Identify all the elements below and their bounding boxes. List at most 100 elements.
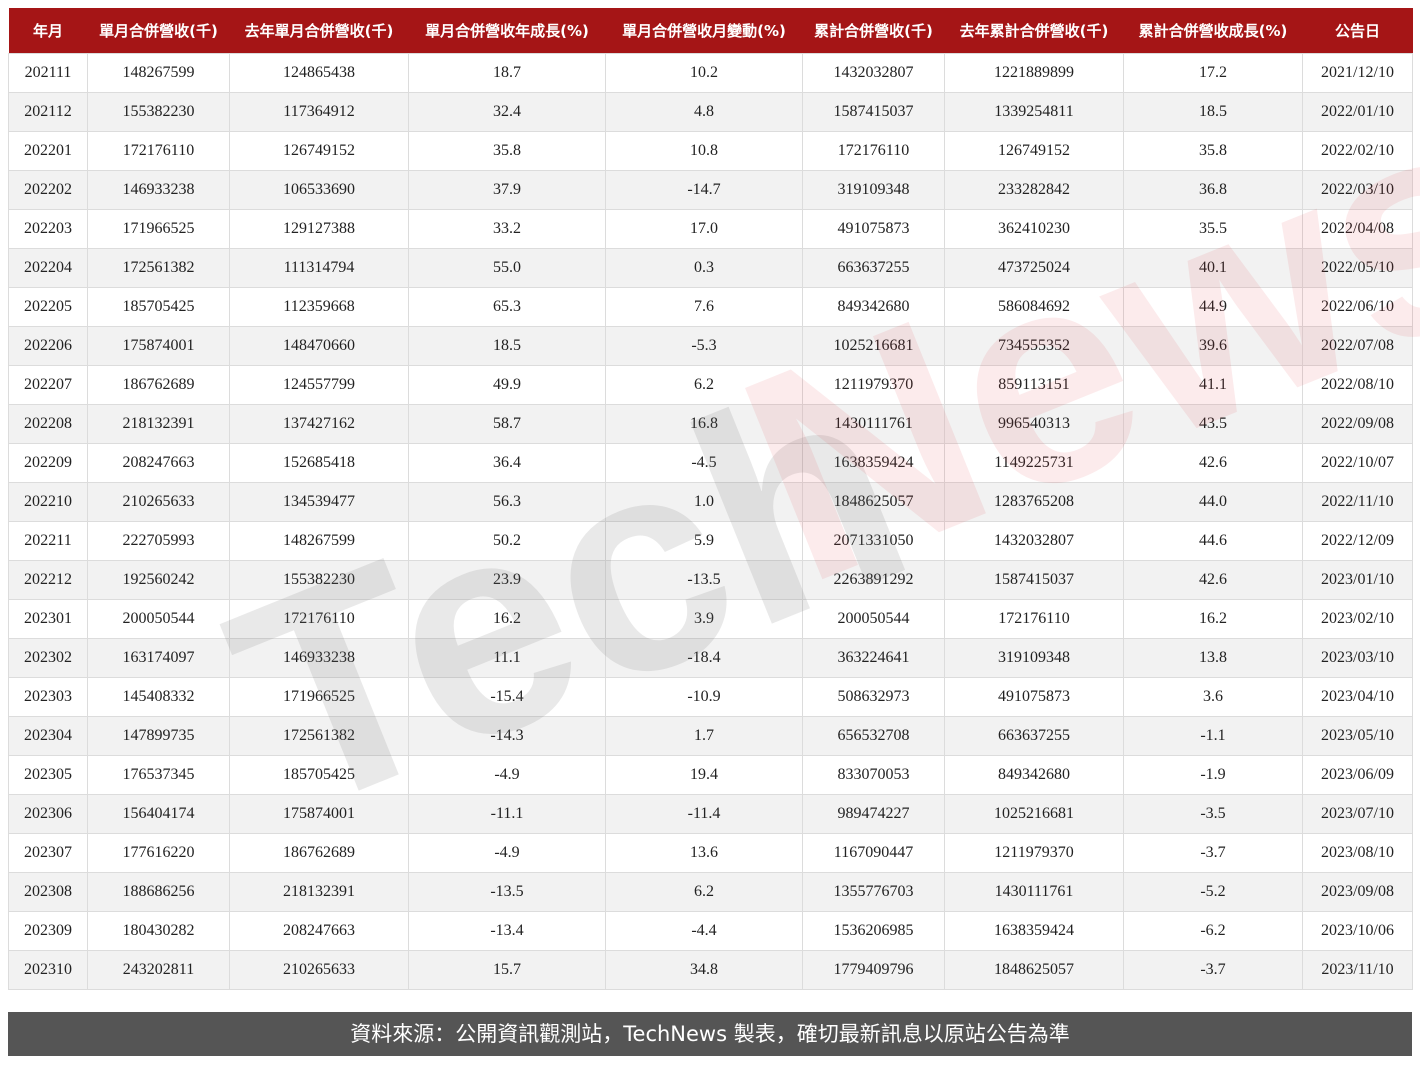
table-cell: -4.5 <box>605 443 803 483</box>
table-cell: 1779409796 <box>802 950 945 990</box>
column-header: 累計合併營收成長(%) <box>1123 8 1303 54</box>
table-cell: 35.8 <box>1123 131 1303 171</box>
table-cell: 50.2 <box>408 521 606 561</box>
table-cell: 202209 <box>8 443 88 483</box>
table-cell: 2022/11/10 <box>1302 482 1413 522</box>
table-cell: -1.1 <box>1123 716 1303 756</box>
table-cell: 13.6 <box>605 833 803 873</box>
table-cell: 849342680 <box>802 287 945 327</box>
table-cell: 155382230 <box>87 92 230 132</box>
table-cell: 2022/12/09 <box>1302 521 1413 561</box>
table-cell: 172561382 <box>229 716 409 756</box>
table-cell: -3.7 <box>1123 833 1303 873</box>
table-cell: 1638359424 <box>944 911 1124 951</box>
table-cell: 5.9 <box>605 521 803 561</box>
table-row: 202305 176537345 185705425 -4.9 19.4 83307005… <box>8 755 1413 795</box>
table-cell: 2022/04/08 <box>1302 209 1413 249</box>
table-cell: 202309 <box>8 911 88 951</box>
table-cell: 44.6 <box>1123 521 1303 561</box>
table-cell: 1536206985 <box>802 911 945 951</box>
table-cell: 134539477 <box>229 482 409 522</box>
table-cell: 111314794 <box>229 248 409 288</box>
table-cell: 656532708 <box>802 716 945 756</box>
table-cell: -10.9 <box>605 677 803 717</box>
table-cell: -11.1 <box>408 794 606 834</box>
table-cell: 148267599 <box>229 521 409 561</box>
table-cell: 1283765208 <box>944 482 1124 522</box>
table-cell: 491075873 <box>944 677 1124 717</box>
table-cell: 2263891292 <box>802 560 945 600</box>
table-cell: 37.9 <box>408 170 606 210</box>
table-row: 202209 208247663 152685418 36.4 -4.5 16383594… <box>8 443 1413 483</box>
table-cell: 126749152 <box>229 131 409 171</box>
table-cell: 202111 <box>8 53 88 93</box>
table-cell: 2022/01/10 <box>1302 92 1413 132</box>
table-cell: -4.9 <box>408 833 606 873</box>
table-cell: 1430111761 <box>802 404 945 444</box>
table-cell: 202207 <box>8 365 88 405</box>
table-cell: 2023/11/10 <box>1302 950 1413 990</box>
table-cell: 363224641 <box>802 638 945 678</box>
table-cell: 734555352 <box>944 326 1124 366</box>
table-cell: 1587415037 <box>802 92 945 132</box>
table-row: 202303 145408332 171966525 -15.4 -10.9 508632… <box>8 677 1413 717</box>
table-cell: -14.7 <box>605 170 803 210</box>
table-cell: -13.5 <box>605 560 803 600</box>
table-cell: 218132391 <box>229 872 409 912</box>
table-cell: 202310 <box>8 950 88 990</box>
table-cell: 319109348 <box>802 170 945 210</box>
table-cell: 2021/12/10 <box>1302 53 1413 93</box>
table-cell: 11.1 <box>408 638 606 678</box>
table-cell: -13.4 <box>408 911 606 951</box>
column-header: 年月 <box>8 8 88 54</box>
table-cell: 202211 <box>8 521 88 561</box>
table-cell: 65.3 <box>408 287 606 327</box>
table-cell: 147899735 <box>87 716 230 756</box>
table-cell: 202203 <box>8 209 88 249</box>
table-cell: 18.7 <box>408 53 606 93</box>
table-cell: 43.5 <box>1123 404 1303 444</box>
table-cell: -18.4 <box>605 638 803 678</box>
table-cell: 42.6 <box>1123 443 1303 483</box>
table-cell: 202305 <box>8 755 88 795</box>
table-cell: 663637255 <box>802 248 945 288</box>
table-cell: 35.5 <box>1123 209 1303 249</box>
table-cell: 1355776703 <box>802 872 945 912</box>
column-header: 單月合併營收(千) <box>87 8 230 54</box>
table-row: 202308 188686256 218132391 -13.5 6.2 13557767… <box>8 872 1413 912</box>
table-cell: 202301 <box>8 599 88 639</box>
table-cell: -13.5 <box>408 872 606 912</box>
table-cell: 1025216681 <box>802 326 945 366</box>
table-cell: 185705425 <box>87 287 230 327</box>
table-cell: 1848625057 <box>802 482 945 522</box>
table-cell: 2023/06/09 <box>1302 755 1413 795</box>
table-cell: 41.1 <box>1123 365 1303 405</box>
table-cell: 172176110 <box>802 131 945 171</box>
table-cell: 117364912 <box>229 92 409 132</box>
table-row: 202207 186762689 124557799 49.9 6.2 121197937… <box>8 365 1413 405</box>
table-cell: 202202 <box>8 170 88 210</box>
table-cell: 202302 <box>8 638 88 678</box>
table-cell: 586084692 <box>944 287 1124 327</box>
column-header: 單月合併營收月變動(%) <box>605 8 803 54</box>
table-row: 202205 185705425 112359668 65.3 7.6 849342680… <box>8 287 1413 327</box>
table-cell: 18.5 <box>1123 92 1303 132</box>
table-cell: 2023/02/10 <box>1302 599 1413 639</box>
table-row: 202211 222705993 148267599 50.2 5.9 207133105… <box>8 521 1413 561</box>
table-cell: 33.2 <box>408 209 606 249</box>
table-cell: 172176110 <box>229 599 409 639</box>
table-row: 202206 175874001 148470660 18.5 -5.3 10252166… <box>8 326 1413 366</box>
table-cell: 1.7 <box>605 716 803 756</box>
table-cell: 44.0 <box>1123 482 1303 522</box>
table-cell: 0.3 <box>605 248 803 288</box>
table-cell: 200050544 <box>87 599 230 639</box>
table-cell: 2023/01/10 <box>1302 560 1413 600</box>
table-cell: 202307 <box>8 833 88 873</box>
table-row: 202304 147899735 172561382 -14.3 1.7 65653270… <box>8 716 1413 756</box>
table-cell: 2023/05/10 <box>1302 716 1413 756</box>
table-cell: 508632973 <box>802 677 945 717</box>
table-cell: 36.4 <box>408 443 606 483</box>
table-row: 202307 177616220 186762689 -4.9 13.6 11670904… <box>8 833 1413 873</box>
table-cell: 163174097 <box>87 638 230 678</box>
column-header: 累計合併營收(千) <box>802 8 945 54</box>
